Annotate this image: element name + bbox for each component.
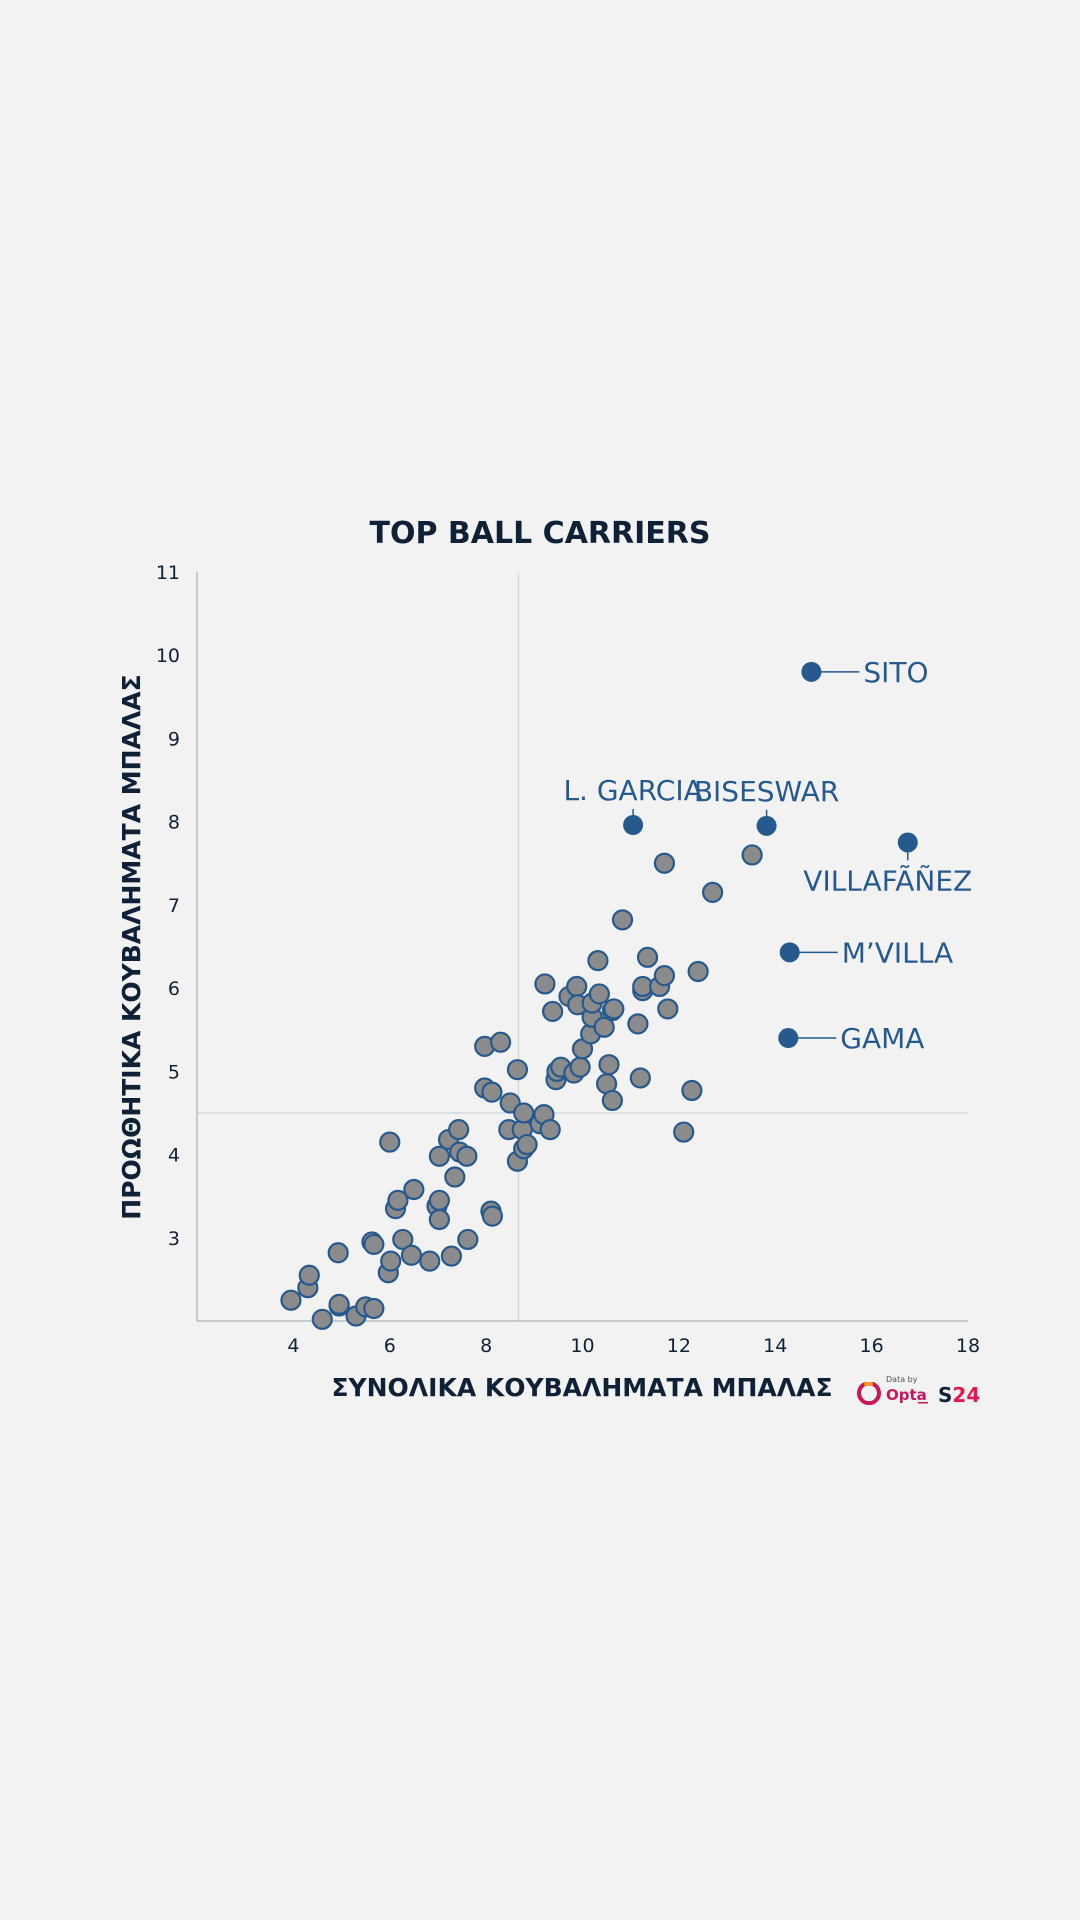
data-point [456,1145,478,1167]
x-tick-label: 4 [287,1335,299,1357]
data-point [516,1133,538,1156]
data-point [569,1056,591,1078]
data-point [363,1297,385,1320]
data-point [280,1289,302,1311]
y-tick-label: 9 [168,728,180,750]
data-point [687,960,709,983]
x-tick-label: 8 [480,1335,492,1357]
data-point [481,1081,503,1103]
data-point [627,1013,649,1035]
data-point [481,1205,503,1227]
data-point [298,1264,320,1286]
data-point [603,998,625,1020]
data-point [534,973,556,995]
y-tick-label: 10 [156,645,180,667]
data-point [440,1245,463,1267]
data-point [542,1000,564,1023]
x-ticks: 4 6 8 10 12 14 16 18 [287,1335,980,1357]
data-point [444,1166,466,1188]
data-point [636,946,659,968]
y-tick-label: 4 [168,1145,180,1167]
data-point [380,1250,402,1272]
data-point [539,1118,561,1141]
x-axis-title: ΣΥΝΟΛΙΚΑ ΚΟΥΒΑΛΗΜΑΤΑ ΜΠΑΛΑΣ [331,1373,832,1402]
x-tick-label: 16 [860,1335,884,1357]
highlight-label: GAMA [840,1022,924,1055]
x-tick-label: 10 [570,1335,594,1357]
data-point [392,1228,414,1251]
data-point [448,1118,470,1141]
data-point [598,1054,620,1076]
y-ticks: 3 4 5 6 7 8 9 10 11 [156,562,180,1250]
data-point [587,950,609,972]
data-point [363,1233,385,1256]
data-points [280,844,763,1330]
highlight-label: M’VILLA [842,936,953,969]
data-point [601,1089,623,1112]
data-point [328,1293,350,1315]
y-tick-label: 8 [168,812,180,834]
data-point [566,975,588,998]
y-axis-title: ΠΡΟΩΘΗΤΙΚΑ ΚΟΥΒΑΛΗΜΑΤΑ ΜΠΑΛΑΣ [117,674,146,1219]
opta-logo: Data by Opta [857,1375,928,1406]
data-point [673,1121,695,1143]
y-tick-label: 6 [168,978,180,1000]
data-point [403,1178,425,1201]
y-tick-label: 3 [168,1228,180,1250]
x-tick-label: 6 [384,1335,396,1357]
data-point [428,1189,450,1211]
data-point [681,1079,703,1102]
data-point [611,909,634,931]
data-point [400,1244,423,1266]
data-point [629,1067,651,1089]
data-point [457,1228,479,1251]
data-point [588,983,610,1005]
highlight-label: SITO [863,656,928,689]
x-tick-label: 12 [667,1335,691,1357]
opta-mark-icon [857,1382,881,1406]
data-point [653,852,676,874]
data-by-label: Data by [886,1375,918,1384]
data-point [327,1242,349,1264]
opta-wordmark: Opta [886,1386,927,1404]
reference-lines [197,572,968,1321]
y-tick-label: 5 [168,1061,180,1083]
y-tick-label: 11 [156,562,180,584]
data-point [419,1250,441,1272]
data-point [379,1131,401,1153]
x-tick-label: 18 [956,1335,980,1357]
x-tick-label: 14 [763,1335,787,1357]
highlight-label: BISESWAR [694,775,839,808]
data-point [428,1208,450,1231]
data-point [593,1016,615,1038]
data-point [506,1059,529,1081]
data-point [489,1031,512,1053]
highlight-label: VILLAFÃÑEZ [803,864,972,897]
data-point [428,1145,450,1167]
s24-logo: S24 [938,1383,980,1407]
data-point [702,881,724,904]
data-point [311,1308,333,1330]
data-point [741,844,763,866]
data-point [653,965,676,987]
data-point [513,1102,535,1124]
y-tick-label: 7 [168,895,180,917]
data-point [387,1189,409,1211]
chart-title: TOP BALL CARRIERS [370,516,711,551]
highlight-label: L. GARCIA [563,774,702,807]
data-point [657,998,679,1020]
